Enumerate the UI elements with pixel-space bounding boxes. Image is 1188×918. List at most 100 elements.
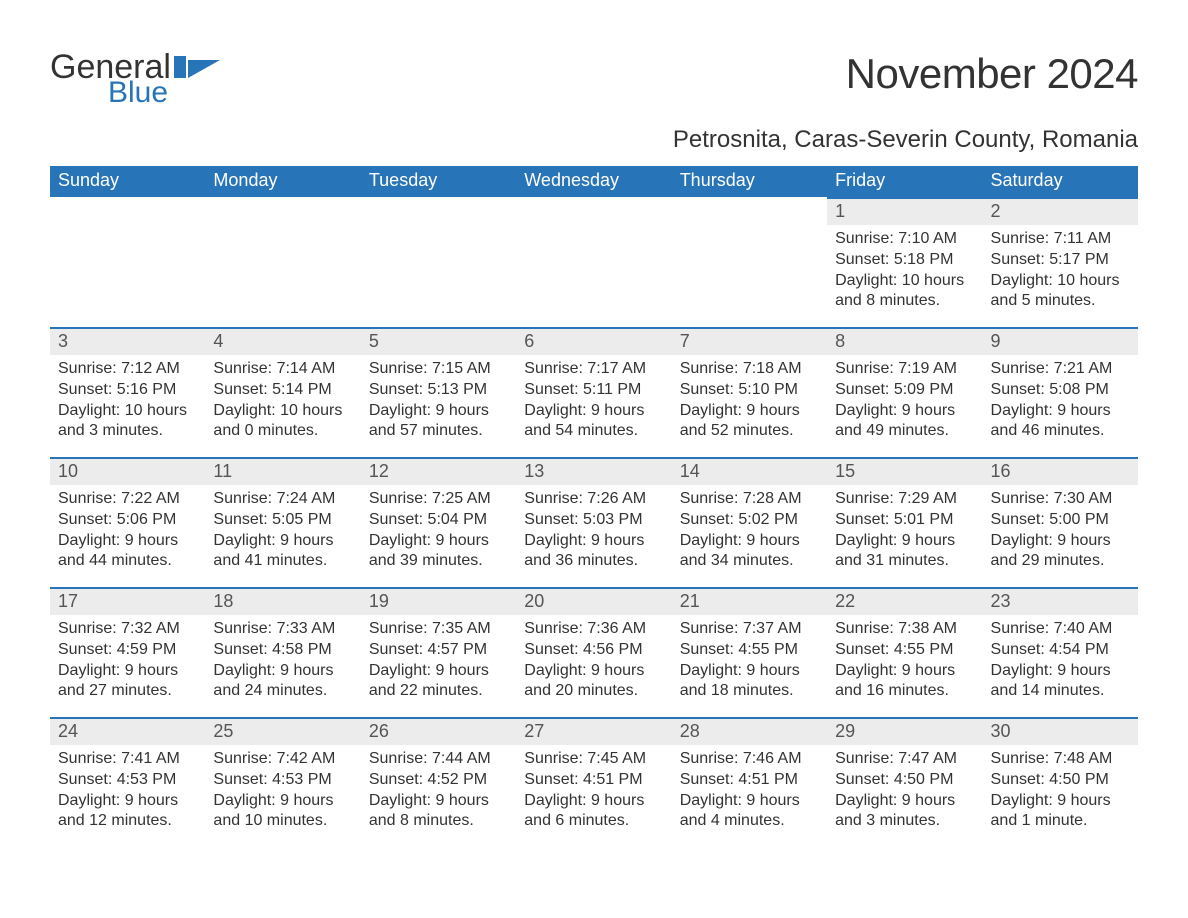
calendar-day-cell: 28Sunrise: 7:46 AMSunset: 4:51 PMDayligh…: [672, 717, 827, 847]
day-details: Sunrise: 7:45 AMSunset: 4:51 PMDaylight:…: [516, 745, 671, 834]
day-details: Sunrise: 7:40 AMSunset: 4:54 PMDaylight:…: [983, 615, 1138, 704]
calendar-day-cell: 24Sunrise: 7:41 AMSunset: 4:53 PMDayligh…: [50, 717, 205, 847]
sunrise-line: Sunrise: 7:29 AM: [835, 489, 974, 510]
sunset-line: Sunset: 5:04 PM: [369, 510, 508, 531]
day-details: Sunrise: 7:15 AMSunset: 5:13 PMDaylight:…: [361, 355, 516, 444]
day-details: Sunrise: 7:38 AMSunset: 4:55 PMDaylight:…: [827, 615, 982, 704]
calendar-day-cell: 14Sunrise: 7:28 AMSunset: 5:02 PMDayligh…: [672, 457, 827, 587]
daylight-line: Daylight: 9 hours and 34 minutes.: [680, 531, 819, 573]
calendar-day-cell: 2Sunrise: 7:11 AMSunset: 5:17 PMDaylight…: [983, 197, 1138, 327]
sunrise-line: Sunrise: 7:18 AM: [680, 359, 819, 380]
day-details: Sunrise: 7:28 AMSunset: 5:02 PMDaylight:…: [672, 485, 827, 574]
sunrise-line: Sunrise: 7:15 AM: [369, 359, 508, 380]
daylight-line: Daylight: 9 hours and 49 minutes.: [835, 401, 974, 443]
weekday-header: Saturday: [983, 166, 1138, 197]
day-number: 7: [672, 327, 827, 355]
sunrise-line: Sunrise: 7:28 AM: [680, 489, 819, 510]
daylight-line: Daylight: 9 hours and 57 minutes.: [369, 401, 508, 443]
day-details: Sunrise: 7:21 AMSunset: 5:08 PMDaylight:…: [983, 355, 1138, 444]
day-number: 21: [672, 587, 827, 615]
day-details: Sunrise: 7:42 AMSunset: 4:53 PMDaylight:…: [205, 745, 360, 834]
sunrise-line: Sunrise: 7:36 AM: [524, 619, 663, 640]
day-details: Sunrise: 7:12 AMSunset: 5:16 PMDaylight:…: [50, 355, 205, 444]
sunset-line: Sunset: 5:09 PM: [835, 380, 974, 401]
day-details: Sunrise: 7:30 AMSunset: 5:00 PMDaylight:…: [983, 485, 1138, 574]
daylight-line: Daylight: 9 hours and 8 minutes.: [369, 791, 508, 833]
day-details: Sunrise: 7:14 AMSunset: 5:14 PMDaylight:…: [205, 355, 360, 444]
day-number: 17: [50, 587, 205, 615]
sunset-line: Sunset: 4:56 PM: [524, 640, 663, 661]
calendar-day-cell: 7 Sunrise: 7:18 AMSunset: 5:10 PMDaylight…: [672, 327, 827, 457]
calendar-day-cell: 10Sunrise: 7:22 AMSunset: 5:06 PMDayligh…: [50, 457, 205, 587]
day-number: 30: [983, 717, 1138, 745]
daylight-line: Daylight: 9 hours and 22 minutes.: [369, 661, 508, 703]
weekday-header: Monday: [205, 166, 360, 197]
sunrise-line: Sunrise: 7:37 AM: [680, 619, 819, 640]
weekday-header: Thursday: [672, 166, 827, 197]
day-details: Sunrise: 7:47 AMSunset: 4:50 PMDaylight:…: [827, 745, 982, 834]
calendar-day-cell: 6Sunrise: 7:17 AMSunset: 5:11 PMDaylight…: [516, 327, 671, 457]
daylight-line: Daylight: 9 hours and 44 minutes.: [58, 531, 197, 573]
daylight-line: Daylight: 9 hours and 31 minutes.: [835, 531, 974, 573]
calendar-day-cell: 1Sunrise: 7:10 AMSunset: 5:18 PMDaylight…: [827, 197, 982, 327]
sunrise-line: Sunrise: 7:48 AM: [991, 749, 1130, 770]
weekday-header: Wednesday: [516, 166, 671, 197]
daylight-line: Daylight: 9 hours and 52 minutes.: [680, 401, 819, 443]
sunset-line: Sunset: 4:51 PM: [524, 770, 663, 791]
calendar-day-cell: 27Sunrise: 7:45 AMSunset: 4:51 PMDayligh…: [516, 717, 671, 847]
sunrise-line: Sunrise: 7:35 AM: [369, 619, 508, 640]
calendar-day-cell: 30Sunrise: 7:48 AMSunset: 4:50 PMDayligh…: [983, 717, 1138, 847]
sunset-line: Sunset: 4:55 PM: [680, 640, 819, 661]
day-details: Sunrise: 7:36 AMSunset: 4:56 PMDaylight:…: [516, 615, 671, 704]
daylight-line: Daylight: 9 hours and 39 minutes.: [369, 531, 508, 573]
weekday-header: Friday: [827, 166, 982, 197]
sunset-line: Sunset: 5:14 PM: [213, 380, 352, 401]
day-details: Sunrise: 7:17 AMSunset: 5:11 PMDaylight:…: [516, 355, 671, 444]
calendar-day-cell: [516, 197, 671, 327]
calendar-day-cell: 25Sunrise: 7:42 AMSunset: 4:53 PMDayligh…: [205, 717, 360, 847]
calendar-day-cell: 3Sunrise: 7:12 AMSunset: 5:16 PMDaylight…: [50, 327, 205, 457]
sunset-line: Sunset: 5:03 PM: [524, 510, 663, 531]
day-number: 25: [205, 717, 360, 745]
daylight-line: Daylight: 9 hours and 41 minutes.: [213, 531, 352, 573]
sunrise-line: Sunrise: 7:22 AM: [58, 489, 197, 510]
day-number: 19: [361, 587, 516, 615]
day-details: Sunrise: 7:35 AMSunset: 4:57 PMDaylight:…: [361, 615, 516, 704]
sunset-line: Sunset: 4:50 PM: [991, 770, 1130, 791]
calendar-day-cell: 22Sunrise: 7:38 AMSunset: 4:55 PMDayligh…: [827, 587, 982, 717]
day-details: Sunrise: 7:22 AMSunset: 5:06 PMDaylight:…: [50, 485, 205, 574]
day-number: 26: [361, 717, 516, 745]
calendar-day-cell: [361, 197, 516, 327]
sunrise-line: Sunrise: 7:30 AM: [991, 489, 1130, 510]
day-number: 5: [361, 327, 516, 355]
sunset-line: Sunset: 4:51 PM: [680, 770, 819, 791]
calendar-day-cell: 29Sunrise: 7:47 AMSunset: 4:50 PMDayligh…: [827, 717, 982, 847]
daylight-line: Daylight: 9 hours and 6 minutes.: [524, 791, 663, 833]
sunset-line: Sunset: 5:16 PM: [58, 380, 197, 401]
calendar-week-row: 17Sunrise: 7:32 AMSunset: 4:59 PMDayligh…: [50, 587, 1138, 717]
daylight-line: Daylight: 10 hours and 5 minutes.: [991, 271, 1130, 313]
daylight-line: Daylight: 10 hours and 0 minutes.: [213, 401, 352, 443]
calendar-day-cell: [50, 197, 205, 327]
sunrise-line: Sunrise: 7:45 AM: [524, 749, 663, 770]
sunset-line: Sunset: 5:00 PM: [991, 510, 1130, 531]
sunrise-line: Sunrise: 7:41 AM: [58, 749, 197, 770]
sunrise-line: Sunrise: 7:10 AM: [835, 229, 974, 250]
day-details: Sunrise: 7:48 AMSunset: 4:50 PMDaylight:…: [983, 745, 1138, 834]
day-number: 6: [516, 327, 671, 355]
calendar-week-row: 1Sunrise: 7:10 AMSunset: 5:18 PMDaylight…: [50, 197, 1138, 327]
sunset-line: Sunset: 5:10 PM: [680, 380, 819, 401]
daylight-line: Daylight: 9 hours and 12 minutes.: [58, 791, 197, 833]
sunset-line: Sunset: 4:53 PM: [58, 770, 197, 791]
day-number: 29: [827, 717, 982, 745]
day-number: 4: [205, 327, 360, 355]
sunrise-line: Sunrise: 7:44 AM: [369, 749, 508, 770]
sunrise-line: Sunrise: 7:17 AM: [524, 359, 663, 380]
daylight-line: Daylight: 9 hours and 36 minutes.: [524, 531, 663, 573]
day-details: Sunrise: 7:44 AMSunset: 4:52 PMDaylight:…: [361, 745, 516, 834]
day-number: 10: [50, 457, 205, 485]
sunrise-line: Sunrise: 7:14 AM: [213, 359, 352, 380]
sunset-line: Sunset: 4:52 PM: [369, 770, 508, 791]
sunset-line: Sunset: 4:53 PM: [213, 770, 352, 791]
sunrise-line: Sunrise: 7:40 AM: [991, 619, 1130, 640]
